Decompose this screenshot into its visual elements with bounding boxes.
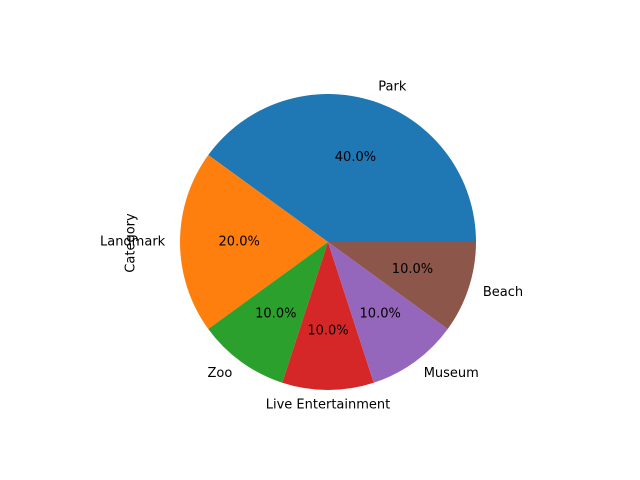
pie-slice-zoo xyxy=(208,242,328,383)
category-label: Museum xyxy=(424,366,479,381)
percent-label: 40.0% xyxy=(335,150,376,165)
pie-slice-park xyxy=(208,94,477,242)
percent-label: 10.0% xyxy=(360,306,401,321)
y-axis-label: Category xyxy=(124,213,139,273)
pie-slices xyxy=(180,94,477,391)
pie-slice-museum xyxy=(328,242,448,383)
category-label: Zoo xyxy=(207,366,232,381)
percent-label: 10.0% xyxy=(392,262,433,277)
percent-label: 20.0% xyxy=(219,235,260,250)
category-label: Beach xyxy=(483,285,523,300)
pie-slice-beach xyxy=(328,242,476,329)
category-label: Live Entertainment xyxy=(266,397,390,412)
pie-slice-live-entertainment xyxy=(282,242,374,391)
category-label: Landmark xyxy=(100,235,166,250)
percent-label: 10.0% xyxy=(255,306,296,321)
category-label: Park xyxy=(378,80,407,95)
percent-label: 10.0% xyxy=(307,323,348,338)
pie-slice-landmark xyxy=(180,155,328,329)
pie-labels: Park 40.0% Landmark 20.0% Zoo 10.0% Live Enter… xyxy=(100,80,523,413)
